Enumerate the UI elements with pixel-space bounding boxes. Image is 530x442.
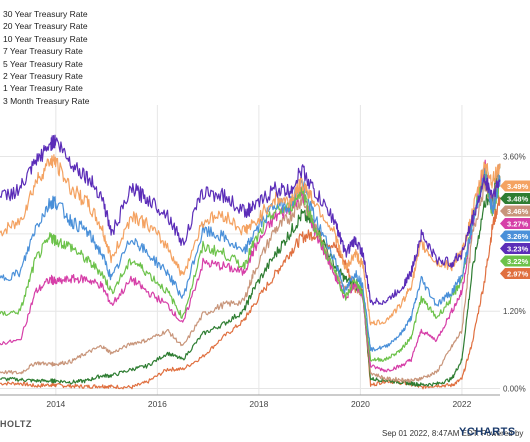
series-line xyxy=(0,163,501,384)
end-label-text: 3.46% xyxy=(507,207,529,216)
end-label: 3.26% xyxy=(500,230,530,242)
end-label: 3.27% xyxy=(500,218,530,229)
end-label: 3.22% xyxy=(500,255,530,267)
end-label-flag xyxy=(500,193,530,204)
x-tick-label: 2022 xyxy=(452,399,471,409)
x-tick-label: 2016 xyxy=(148,399,167,409)
end-label-flag xyxy=(500,218,530,229)
end-label-text: 3.26% xyxy=(507,232,529,241)
series-line xyxy=(0,167,501,362)
series-line xyxy=(0,159,501,373)
end-label: 3.23% xyxy=(500,243,530,254)
series-line xyxy=(0,134,501,306)
legend-item[interactable]: 5 Year Treasury Rate xyxy=(3,58,83,69)
series-line xyxy=(0,164,501,387)
x-tick-label: 2018 xyxy=(249,399,268,409)
end-label-flag xyxy=(500,230,530,242)
x-tick-label: 2020 xyxy=(351,399,370,409)
end-label-flag xyxy=(500,268,530,279)
end-label-text: 3.48% xyxy=(507,195,529,204)
legend-item[interactable]: 7 Year Treasury Rate xyxy=(3,46,83,57)
series-line xyxy=(0,167,501,352)
end-label-flag xyxy=(500,243,530,254)
end-label-text: 2.97% xyxy=(507,270,529,279)
end-label-text: 3.27% xyxy=(507,220,529,229)
series-line xyxy=(0,154,501,326)
legend-item[interactable]: 10 Year Treasury Rate xyxy=(3,33,88,44)
end-label-flag xyxy=(500,205,530,217)
end-label-text: 3.23% xyxy=(507,245,529,254)
legend-item[interactable]: 2 Year Treasury Rate xyxy=(3,71,83,82)
legend-item[interactable]: 20 Year Treasury Rate xyxy=(3,21,88,32)
end-labels: 3.49% 3.48% 3.46% 3.27% 3.26% 3.23% 3.22% 2.97% xyxy=(500,180,530,279)
series-line xyxy=(0,195,501,390)
end-label-flag xyxy=(500,180,530,192)
ycharts-brand[interactable]: YCHARTS xyxy=(459,426,516,438)
end-label-text: 3.49% xyxy=(507,182,529,191)
y-tick-label: 3.60% xyxy=(503,153,526,162)
legend: 30 Year Treasury Rate 20 Year Treasury Ra… xyxy=(3,8,89,107)
legend-item[interactable]: 3 Month Treasury Rate xyxy=(3,95,90,106)
legend-item[interactable]: 30 Year Treasury Rate xyxy=(3,9,88,19)
y-tick-label: 0.00% xyxy=(503,385,526,394)
footer-timestamp: Sep 01 2022, 8:47AM EDT. Powered by xyxy=(382,429,524,438)
end-label-flag xyxy=(500,255,530,267)
y-tick-label: 1.20% xyxy=(503,307,526,316)
x-tick-label: 2014 xyxy=(46,399,65,409)
x-axis-ticks: 2014 2016 2018 2020 2022 xyxy=(46,399,471,409)
end-label: 3.48% xyxy=(500,193,530,204)
series-lines xyxy=(0,134,501,390)
end-label: 2.97% xyxy=(500,268,530,279)
company-logo: HOLTZ xyxy=(0,419,32,429)
end-label: 3.49% xyxy=(500,180,530,192)
legend-item[interactable]: 1 Year Treasury Rate xyxy=(3,83,83,94)
end-label-text: 3.22% xyxy=(507,257,529,266)
end-label: 3.46% xyxy=(500,205,530,217)
